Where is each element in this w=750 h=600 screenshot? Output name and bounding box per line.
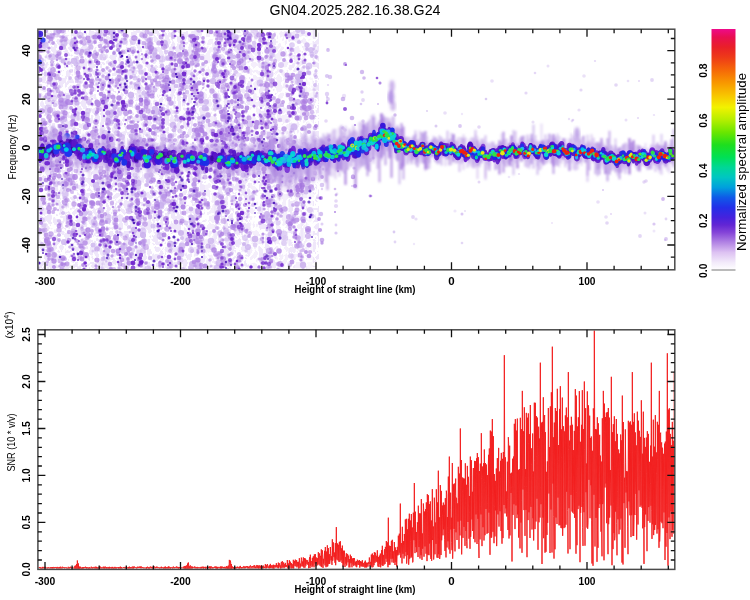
svg-text:2.0: 2.0 xyxy=(20,374,32,388)
svg-text:GN04.2025.282.16.38.G24: GN04.2025.282.16.38.G24 xyxy=(270,1,441,18)
svg-text:Height of straight line (km): Height of straight line (km) xyxy=(295,583,416,595)
svg-text:-300: -300 xyxy=(35,575,56,587)
svg-text:0.6: 0.6 xyxy=(697,113,709,127)
svg-text:0.5: 0.5 xyxy=(20,515,32,530)
svg-text:0.8: 0.8 xyxy=(697,63,709,78)
svg-text:40: 40 xyxy=(20,44,32,56)
svg-text:Normalized spectral amplitude: Normalized spectral amplitude xyxy=(734,73,749,251)
svg-text:0: 0 xyxy=(448,275,454,287)
svg-text:(x104): (x104) xyxy=(3,311,15,338)
svg-text:-20: -20 xyxy=(20,189,32,205)
svg-text:Height of straight line (km): Height of straight line (km) xyxy=(295,283,416,295)
svg-text:1.5: 1.5 xyxy=(20,421,32,436)
svg-text:-200: -200 xyxy=(170,275,191,287)
svg-text:0.2: 0.2 xyxy=(697,214,709,228)
svg-text:-300: -300 xyxy=(35,275,56,287)
svg-text:0: 0 xyxy=(20,145,32,151)
svg-text:0: 0 xyxy=(448,575,454,587)
svg-text:100: 100 xyxy=(579,275,596,287)
svg-text:1.0: 1.0 xyxy=(20,468,32,482)
svg-text:-40: -40 xyxy=(20,237,32,253)
svg-text:Frequency (Hz): Frequency (Hz) xyxy=(7,115,18,180)
svg-text:2.5: 2.5 xyxy=(20,327,32,342)
svg-text:0.0: 0.0 xyxy=(697,264,709,278)
svg-text:20: 20 xyxy=(20,93,32,105)
svg-text:-200: -200 xyxy=(170,575,191,587)
svg-text:SNR (10 * v/v): SNR (10 * v/v) xyxy=(6,414,17,472)
svg-text:0.4: 0.4 xyxy=(697,163,709,178)
svg-text:0.0: 0.0 xyxy=(20,562,32,576)
svg-text:100: 100 xyxy=(579,575,596,587)
